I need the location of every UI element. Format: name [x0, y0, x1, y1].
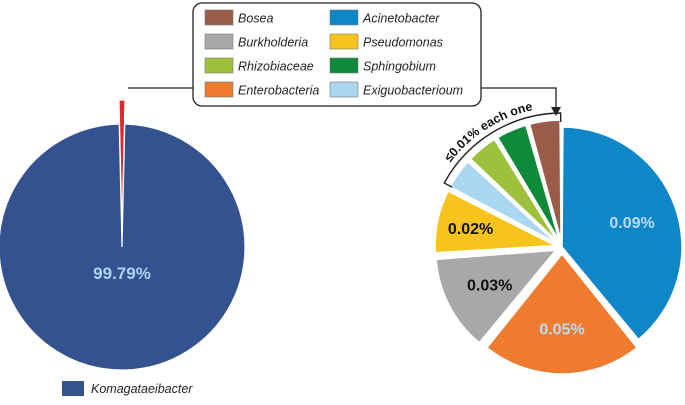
legend-label-pseudomonas: Pseudomonas — [363, 36, 443, 50]
legend-swatch-enterobacteria — [204, 81, 234, 98]
slice-other-genera — [118, 99, 126, 234]
legend-label-rhizobiaceae: Rhizobiaceae — [238, 60, 314, 74]
slice-komagataeibacter — [0, 123, 246, 371]
slice-label-pseudomonas: 0.02% — [448, 221, 493, 238]
legend-swatch-acinetobacter — [329, 9, 359, 26]
slice-sphingobium — [496, 124, 560, 241]
slice-label-acinetobacter: 0.09% — [609, 215, 654, 232]
legend-label-exiguobacterioum: Exiguobacterioum — [363, 84, 463, 98]
right-pie-chart: 0.09%0.05%0.03%0.02%≤0.01% each one — [434, 99, 683, 375]
legend-label-sphingobium: Sphingobium — [363, 60, 436, 74]
connector-arrowhead — [551, 107, 561, 116]
slice-burkholderia — [435, 249, 558, 344]
slice-enterobacteria — [485, 252, 639, 375]
legend-label-komagataeibacter: Komagataeibacter — [91, 382, 193, 396]
left-pie-chart: 99.79% — [0, 99, 246, 371]
slice-label-enterobacteria: 0.05% — [539, 321, 584, 338]
slice-rhizobiaceae — [469, 138, 559, 243]
legend-swatch-sphingobium — [329, 57, 359, 74]
legend-label-acinetobacter: Acinetobacter — [362, 12, 440, 26]
slice-label-burkholderia: 0.03% — [467, 277, 512, 294]
legend-swatch-pseudomonas — [329, 33, 359, 50]
small-slices-bracket — [443, 112, 562, 188]
legend-bottom: Komagataeibacter — [62, 381, 193, 396]
legend-swatch-exiguobacterioum — [329, 81, 359, 98]
legend-frame — [192, 2, 482, 107]
legend-box: Bosea Acinetobacter Burkholderia Pseudomona… — [192, 2, 482, 107]
slice-label-komagataeibacter: 99.79% — [93, 264, 151, 283]
slice-acinetobacter — [561, 126, 683, 341]
legend-label-bosea: Bosea — [238, 12, 273, 26]
legend-swatch-burkholderia — [204, 33, 234, 50]
legend-swatch-komagataeibacter — [62, 381, 84, 396]
legend-swatch-bosea — [204, 9, 234, 26]
legend-label-enterobacteria: Enterobacteria — [238, 84, 319, 98]
slice-pseudomonas — [434, 190, 558, 254]
legend-swatch-rhizobiaceae — [204, 57, 234, 74]
legend-label-burkholderia: Burkholderia — [238, 36, 308, 50]
